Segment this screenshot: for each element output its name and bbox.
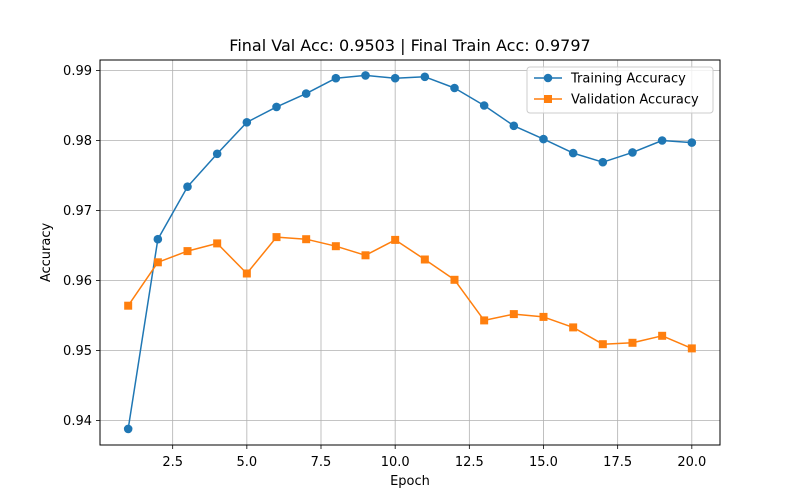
validation-accuracy-point — [658, 331, 667, 340]
training-accuracy-point — [331, 73, 341, 83]
training-accuracy-point — [628, 148, 637, 157]
training-accuracy-point — [509, 121, 519, 131]
training-accuracy-point — [420, 72, 430, 82]
validation-accuracy-point — [213, 239, 222, 248]
validation-accuracy-point — [539, 312, 548, 321]
legend-label-validation: Validation Accuracy — [571, 93, 699, 108]
validation-accuracy-point — [183, 247, 192, 256]
validation-accuracy-point — [361, 251, 370, 260]
validation-accuracy-point — [598, 340, 607, 349]
x-tick-label: 2.5 — [162, 455, 183, 470]
validation-accuracy-point — [480, 316, 489, 325]
training-accuracy-point — [598, 157, 608, 167]
grid-lines — [100, 60, 720, 445]
x-tick-label: 5.0 — [236, 455, 257, 470]
y-tick-label: 0.97 — [63, 204, 92, 219]
x-axis-label: Epoch — [390, 474, 430, 489]
training-accuracy-point — [390, 73, 400, 83]
chart-title: Final Val Acc: 0.9503 | Final Train Acc:… — [229, 36, 590, 55]
validation-accuracy-line — [127, 236, 693, 350]
x-tick-label: 20.0 — [677, 455, 706, 470]
x-tick-label: 15.0 — [529, 455, 558, 470]
training-accuracy-point — [361, 71, 370, 80]
y-axis-label: Accuracy — [39, 223, 54, 283]
training-accuracy-point — [153, 234, 163, 244]
validation-accuracy-point — [450, 275, 459, 284]
training-accuracy-point — [301, 89, 311, 98]
y-tick-label: 0.98 — [63, 134, 92, 149]
training-accuracy-point — [212, 149, 222, 159]
y-tick-label: 0.96 — [63, 274, 92, 289]
legend-label-training: Training Accuracy — [570, 72, 686, 87]
validation-accuracy-point — [124, 301, 133, 310]
training-accuracy-point — [479, 101, 489, 110]
validation-accuracy-point — [391, 235, 400, 244]
training-accuracy-point — [183, 182, 192, 191]
training-accuracy-point — [450, 83, 459, 93]
y-tick-label: 0.94 — [63, 414, 92, 429]
training-accuracy-point — [687, 138, 697, 147]
validation-accuracy-point — [302, 235, 311, 244]
validation-accuracy-point — [628, 338, 637, 347]
y-tick-label: 0.99 — [63, 64, 92, 79]
validation-accuracy-point — [687, 344, 696, 353]
y-tick-label: 0.95 — [63, 344, 92, 359]
legend-marker-training — [543, 73, 553, 83]
training-accuracy-point — [657, 136, 667, 145]
series-layer — [123, 71, 697, 434]
training-accuracy-point — [568, 148, 578, 158]
validation-accuracy-point — [331, 242, 340, 251]
training-accuracy-point — [539, 134, 548, 144]
validation-accuracy-point — [272, 233, 281, 242]
training-accuracy-line — [127, 74, 692, 430]
training-accuracy-point — [242, 118, 252, 127]
validation-accuracy-point — [509, 310, 518, 319]
training-accuracy-point — [123, 424, 133, 434]
x-tick-label: 17.5 — [603, 455, 632, 470]
validation-accuracy-point — [153, 258, 162, 267]
x-tick-label: 7.5 — [311, 455, 332, 470]
legend-marker-validation — [544, 95, 552, 103]
plot-area-frame — [99, 59, 721, 446]
validation-accuracy-point — [569, 323, 578, 332]
legend: Training Accuracy Validation Accuracy — [526, 66, 714, 114]
legend-box — [526, 66, 714, 114]
x-tick-label: 10.0 — [381, 455, 410, 470]
x-tick-label: 12.5 — [455, 455, 484, 470]
validation-accuracy-point — [242, 269, 251, 278]
y-axis-ticks: 0.94 0.95 0.96 0.97 0.98 0.99 — [63, 64, 100, 429]
validation-accuracy-point — [420, 255, 429, 264]
x-axis-ticks: 2.5 5.0 7.5 10.0 12.5 15.0 17.5 20.0 — [162, 445, 706, 470]
training-accuracy-point — [272, 102, 281, 112]
